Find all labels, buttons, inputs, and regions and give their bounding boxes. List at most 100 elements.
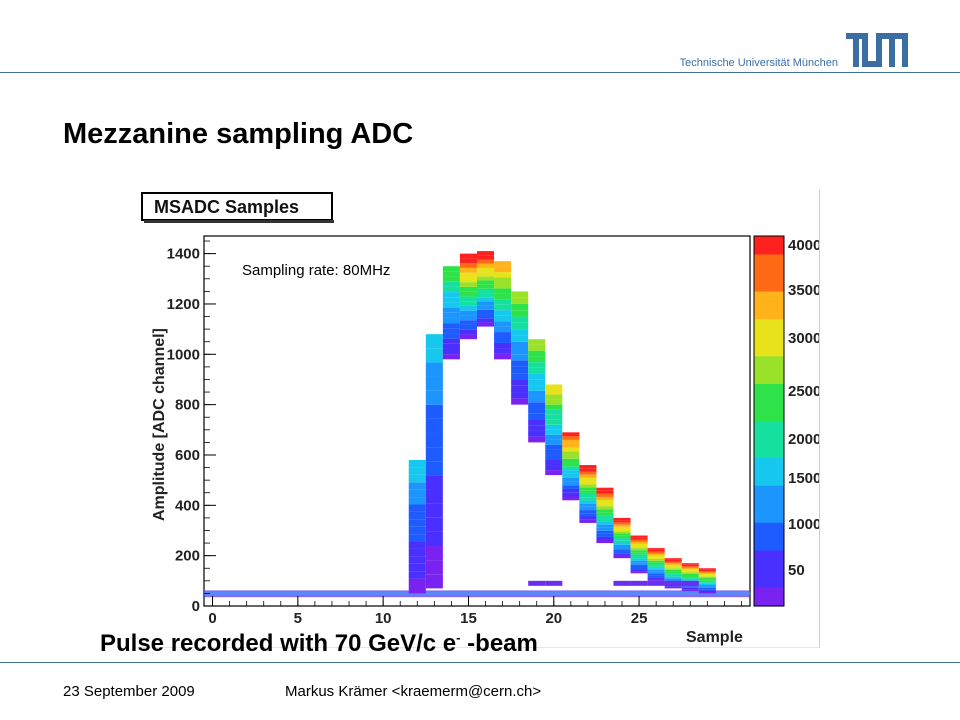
heatmap-cell <box>613 553 631 556</box>
heatmap-cell <box>425 362 443 377</box>
colorbar-segment <box>754 596 784 607</box>
heatmap-cell <box>545 580 563 586</box>
heatmap-cell <box>494 321 512 327</box>
heatmap-cell <box>442 354 460 360</box>
heatmap-cell <box>425 531 443 547</box>
heatmap-cell <box>477 255 495 260</box>
heatmap-cell <box>562 466 580 471</box>
heatmap-cell <box>545 429 563 435</box>
heatmap-cell <box>647 573 665 576</box>
caption-suffix: -beam <box>460 630 538 657</box>
colorbar-segment <box>754 485 784 496</box>
heatmap-cell <box>459 296 477 302</box>
x-tick-label: 10 <box>375 610 392 627</box>
heatmap-cell <box>545 434 563 440</box>
heatmap-cell <box>511 392 529 399</box>
heatmap-cell <box>698 571 716 573</box>
heatmap-cell <box>459 291 477 297</box>
colorbar-segment <box>754 384 784 394</box>
heatmap-cell <box>664 564 682 567</box>
colorbar-segment <box>754 430 784 441</box>
heatmap-cell <box>494 310 512 316</box>
heatmap-cell <box>613 555 631 559</box>
axes: 0 5 10 15 20 25 0 200 400 600 800 1000 1200 1400 <box>167 240 742 627</box>
heatmap-cell <box>596 496 614 501</box>
heatmap-cell <box>664 578 682 580</box>
heatmap-cell <box>442 286 460 293</box>
heatmap-cell <box>613 535 631 539</box>
heatmap-cell <box>613 544 631 547</box>
heatmap-cell <box>579 519 597 523</box>
heatmap-cell <box>477 280 495 285</box>
heatmap-cell <box>613 517 631 521</box>
heatmap-cell <box>579 497 597 501</box>
heatmap-cell <box>596 512 614 516</box>
heatmap-cell <box>613 542 631 545</box>
heatmap-cell <box>425 517 443 532</box>
heatmap-cell <box>630 580 648 586</box>
heatmap-cell <box>664 558 682 560</box>
heatmap-cell <box>408 586 426 594</box>
heatmap-cell <box>425 475 443 490</box>
heatmap-cell <box>698 573 716 576</box>
slide-caption: Pulse recorded with 70 GeV/c e- -beam <box>100 630 538 658</box>
heatmap-cell <box>681 587 699 590</box>
heatmap-cell <box>698 569 716 572</box>
y-tick-label: 600 <box>175 447 200 464</box>
heatmap-cell <box>408 467 426 475</box>
colorbar-segment <box>754 504 784 515</box>
heatmap-cell <box>477 322 495 327</box>
heatmap-cell <box>425 546 443 561</box>
heatmap-cell <box>579 500 597 504</box>
heatmap-cell <box>664 585 682 587</box>
heatmap-cell <box>579 487 597 491</box>
heatmap-cell <box>408 556 426 564</box>
msadc-heatmap-chart: MSADC Samples 0 5 10 15 20 25 0 200 400 600 800 100… <box>141 192 819 646</box>
heatmap-cell <box>494 337 512 343</box>
colorbar-segment <box>754 393 784 404</box>
heatmap-cell <box>408 563 426 572</box>
heatmap-cell <box>647 579 665 581</box>
y-tick-label: 800 <box>175 397 200 414</box>
heatmap-cell <box>442 312 460 318</box>
heatmap-cell <box>596 527 614 531</box>
colorbar-segment <box>754 319 784 330</box>
heatmap-cell <box>647 557 665 560</box>
heatmap-cell <box>562 462 580 467</box>
heatmap-cell <box>596 500 614 504</box>
colorbar-segment <box>754 236 784 246</box>
header-rule <box>0 72 960 73</box>
heatmap-cell <box>494 272 512 278</box>
heatmap-cell <box>425 574 443 589</box>
heatmap-cell <box>494 315 512 322</box>
heatmap-cell <box>442 292 460 298</box>
heatmap-cell <box>630 548 648 551</box>
heatmap-cell <box>459 301 477 306</box>
heatmap-cell <box>511 354 529 361</box>
heatmap-cell <box>442 323 460 329</box>
heatmap-cell <box>664 568 682 570</box>
heatmap-cell <box>511 360 529 367</box>
heatmap-cell <box>647 549 665 552</box>
heatmap-cell <box>647 571 665 574</box>
colorbar-segment <box>754 402 784 413</box>
heatmap-cell <box>545 444 563 450</box>
heatmap-cell <box>664 559 682 562</box>
heatmap-cell <box>442 302 460 308</box>
heatmap-cell <box>664 586 682 589</box>
heatmap-cell <box>664 576 682 579</box>
heatmap-cell <box>647 569 665 572</box>
heatmap-cell <box>579 516 597 520</box>
heatmap-cell <box>545 424 563 430</box>
heatmap-cell <box>425 433 443 448</box>
colorbar-segment <box>754 569 784 579</box>
colorbar-segment <box>754 263 784 274</box>
heatmap-cell <box>596 530 614 534</box>
heatmap-cell <box>681 567 699 570</box>
heatmap-cell <box>477 293 495 298</box>
heatmap-cell <box>459 320 477 325</box>
colorbar-segment <box>754 421 784 431</box>
heatmap-cell <box>477 272 495 277</box>
heatmap-cell <box>511 373 529 380</box>
x-tick-label: 5 <box>294 610 302 627</box>
